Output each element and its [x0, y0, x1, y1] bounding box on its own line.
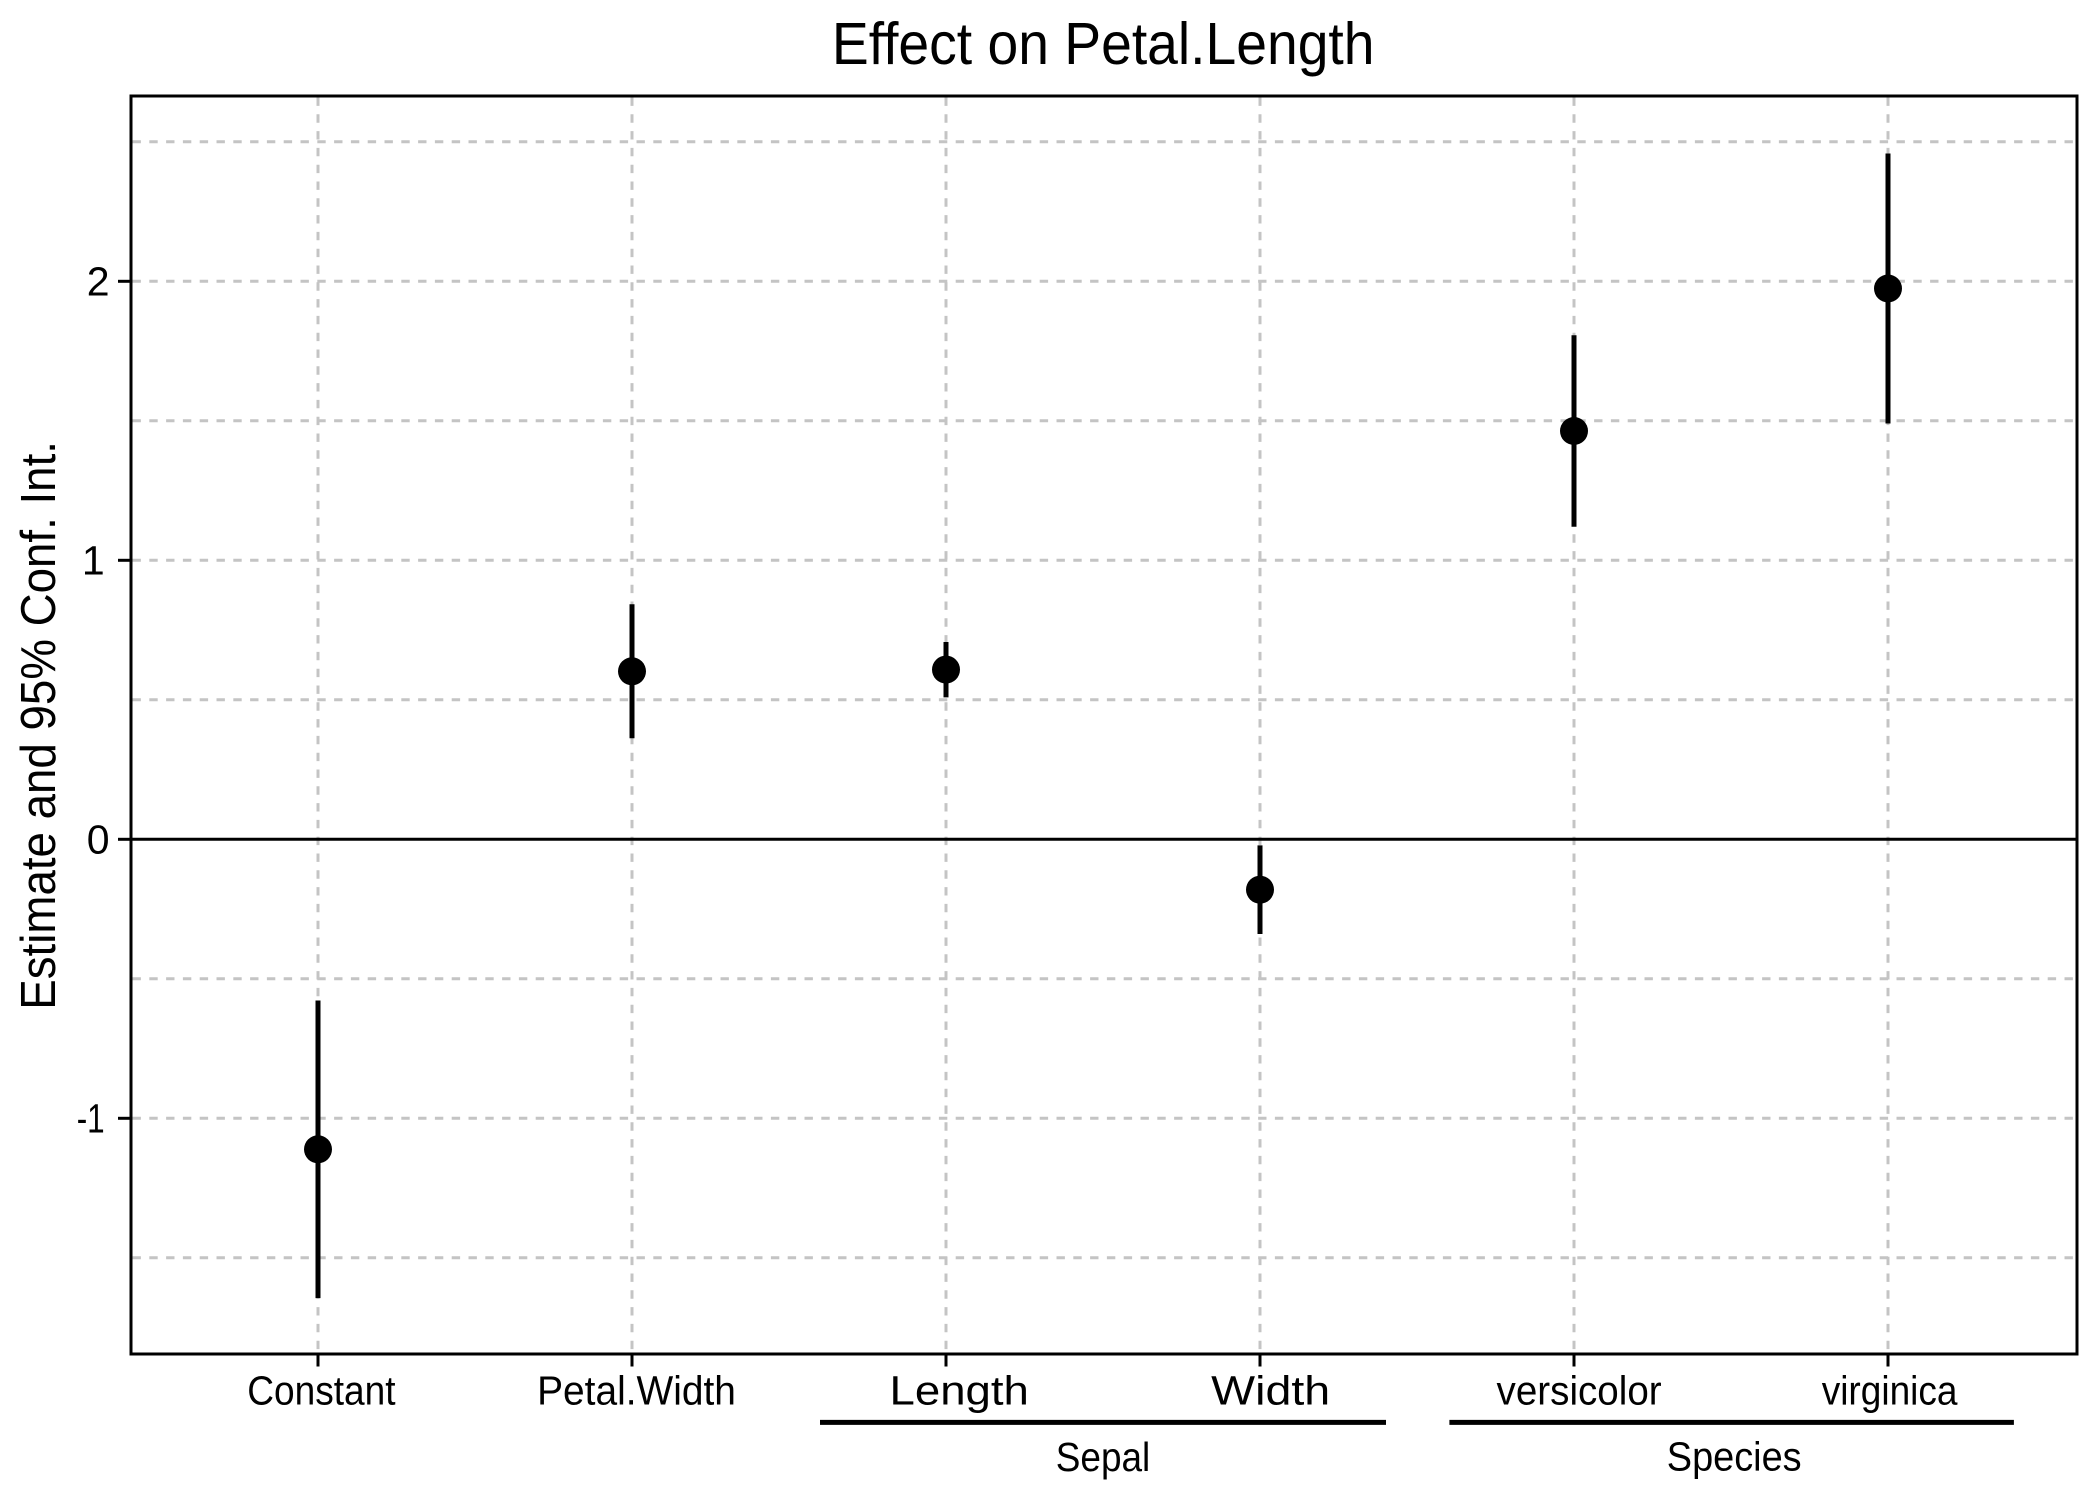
svg-text:-1: -1 [77, 1096, 105, 1142]
svg-text:Petal.Width: Petal.Width [537, 1367, 736, 1413]
svg-text:Effect on Petal.Length: Effect on Petal.Length [832, 11, 1375, 77]
svg-text:virginica: virginica [1822, 1367, 1958, 1413]
svg-text:Constant: Constant [247, 1367, 396, 1413]
svg-text:versicolor: versicolor [1497, 1367, 1662, 1413]
svg-text:Length: Length [890, 1367, 1029, 1413]
svg-text:Species: Species [1667, 1433, 1802, 1479]
svg-text:0: 0 [87, 817, 110, 863]
svg-text:1: 1 [82, 538, 105, 584]
svg-text:2: 2 [87, 259, 110, 305]
svg-text:Estimate and 95% Conf. Int.: Estimate and 95% Conf. Int. [12, 441, 66, 1010]
svg-text:Sepal: Sepal [1056, 1434, 1151, 1480]
svg-text:Width: Width [1211, 1367, 1330, 1413]
